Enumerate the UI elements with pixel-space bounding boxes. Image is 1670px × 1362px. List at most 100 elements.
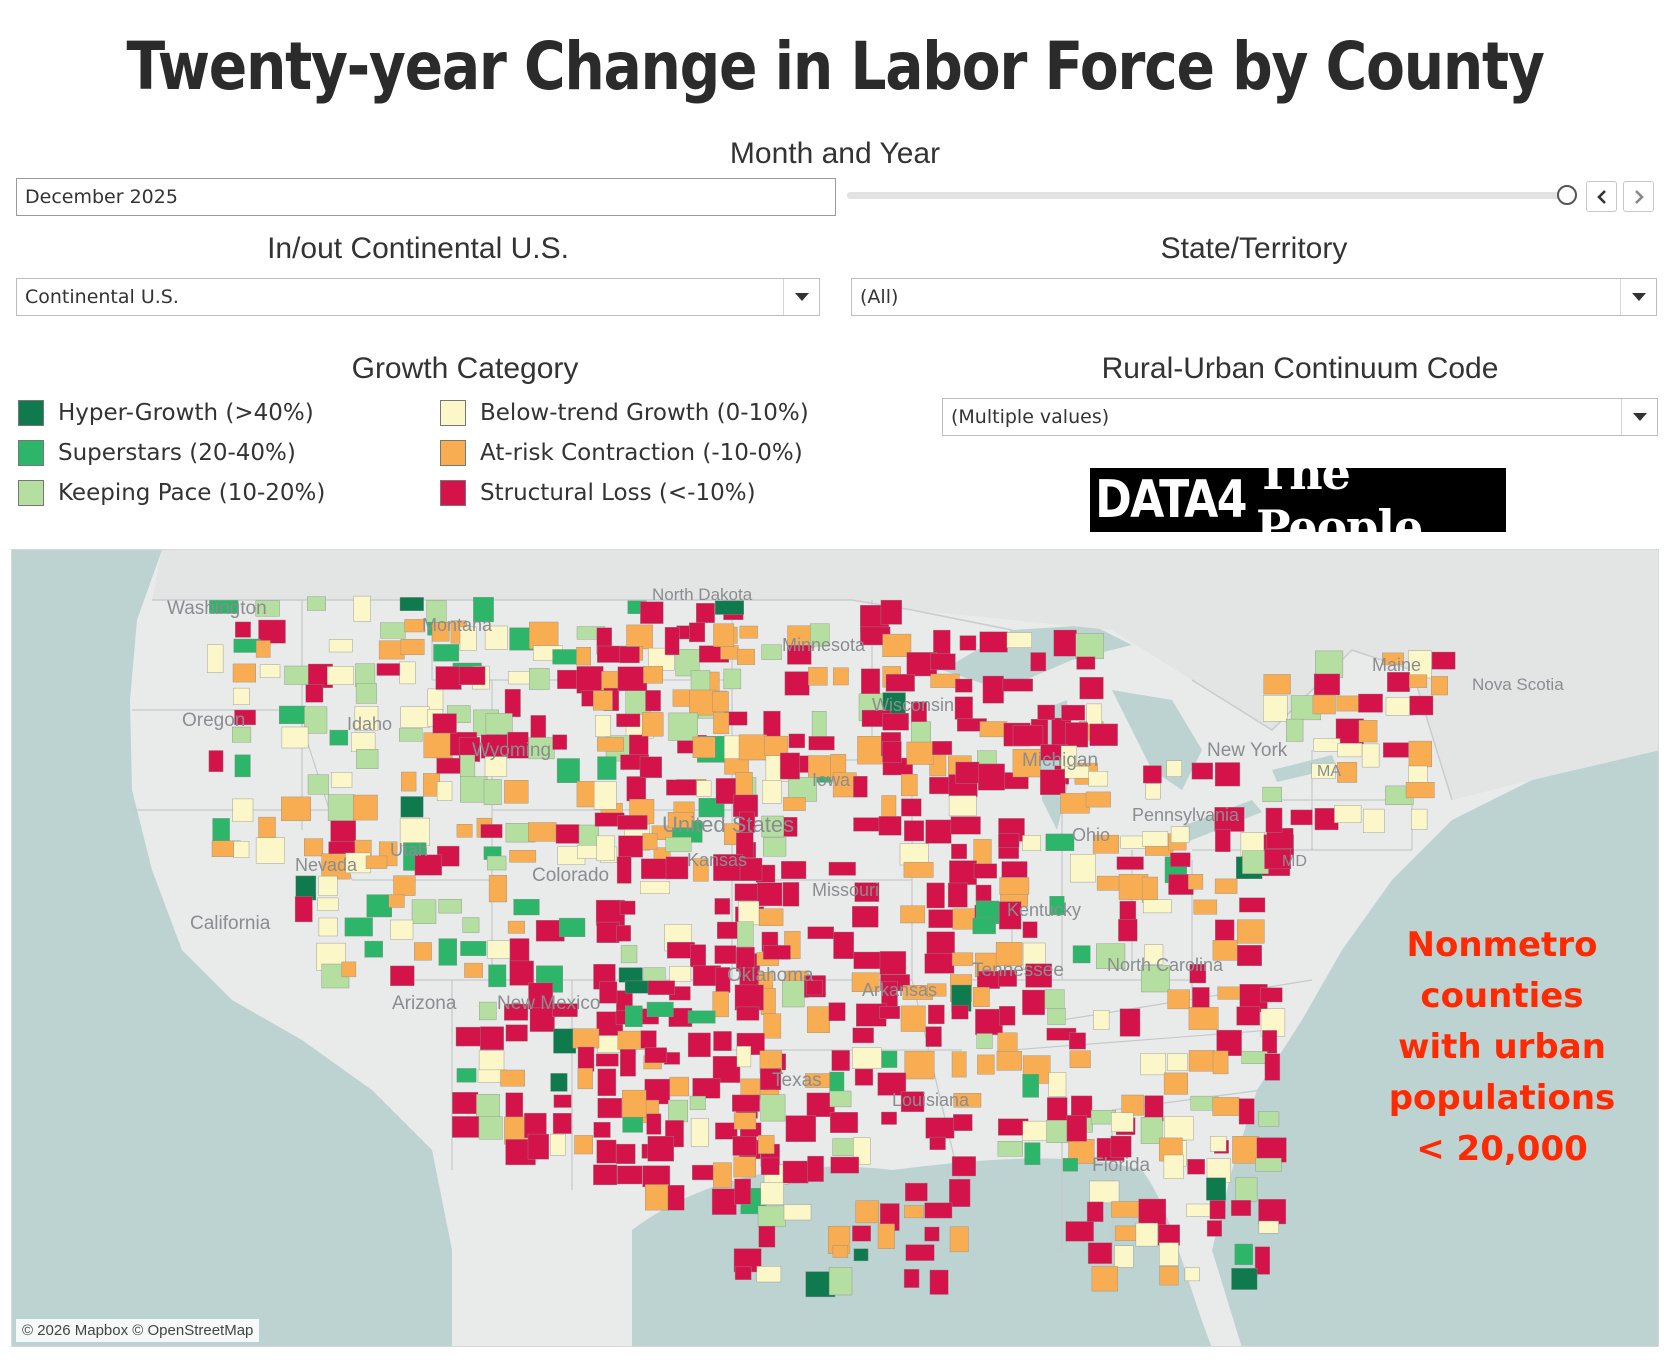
county-shape[interactable] [977,1054,995,1075]
county-shape[interactable] [647,980,675,995]
county-shape[interactable] [763,945,791,960]
month-year-slider-handle[interactable] [1557,185,1577,205]
county-shape[interactable] [318,875,338,896]
map-attribution[interactable]: © 2026 Mapbox © OpenStreetMap [16,1319,260,1342]
county-shape[interactable] [552,1003,578,1017]
county-shape[interactable] [696,780,712,797]
county-shape[interactable] [529,1007,555,1032]
county-shape[interactable] [1116,856,1144,870]
county-shape[interactable] [900,905,925,924]
county-shape[interactable] [780,752,800,780]
county-shape[interactable] [999,1006,1016,1026]
county-shape[interactable] [901,798,922,817]
county-shape[interactable] [1037,704,1055,721]
county-shape[interactable] [1065,1221,1094,1242]
county-shape[interactable] [1048,1072,1067,1097]
county-shape[interactable] [399,597,424,612]
county-shape[interactable] [713,623,735,647]
county-shape[interactable] [782,1160,809,1184]
county-shape[interactable] [433,644,460,662]
county-shape[interactable] [1254,1246,1270,1275]
county-shape[interactable] [1191,762,1214,780]
county-shape[interactable] [595,1053,619,1067]
county-shape[interactable] [1092,834,1119,854]
continental-dropdown[interactable]: Continental U.S. [16,278,820,316]
county-shape[interactable] [807,1006,830,1033]
county-shape[interactable] [861,668,880,697]
county-shape[interactable] [232,663,256,683]
county-shape[interactable] [1234,1243,1253,1265]
county-shape[interactable] [642,1165,671,1188]
county-shape[interactable] [1209,1136,1227,1152]
county-shape[interactable] [808,736,835,751]
chevron-down-icon[interactable] [1620,279,1656,315]
county-shape[interactable] [899,843,929,866]
county-shape[interactable] [1382,742,1409,758]
county-shape[interactable] [576,666,604,694]
county-shape[interactable] [781,861,807,879]
county-shape[interactable] [738,901,760,926]
county-shape[interactable] [784,671,810,696]
county-shape[interactable] [665,856,689,880]
county-shape[interactable] [364,940,384,958]
county-shape[interactable] [456,1068,477,1083]
county-shape[interactable] [1143,765,1162,784]
county-shape[interactable] [782,882,800,907]
county-shape[interactable] [713,1162,732,1188]
county-map[interactable]: Washington Oregon California Nevada Arizona N… [11,549,1659,1347]
county-shape[interactable] [1118,919,1138,942]
county-shape[interactable] [400,706,430,728]
county-shape[interactable] [353,595,371,622]
county-shape[interactable] [1145,783,1161,800]
county-shape[interactable] [388,894,405,908]
county-shape[interactable] [305,684,324,703]
county-shape[interactable] [505,1092,524,1118]
county-shape[interactable] [351,732,376,752]
county-shape[interactable] [830,1112,859,1134]
county-shape[interactable] [619,900,636,915]
county-shape[interactable] [1089,723,1118,746]
county-shape[interactable] [1236,945,1262,967]
county-shape[interactable] [255,600,280,617]
county-shape[interactable] [951,952,974,966]
county-shape[interactable] [1209,1200,1226,1220]
county-shape[interactable] [1264,1053,1281,1081]
county-shape[interactable] [593,1164,618,1186]
county-shape[interactable] [452,1092,479,1114]
county-shape[interactable] [1049,896,1065,916]
county-shape[interactable] [932,741,953,755]
county-shape[interactable] [1312,694,1336,715]
county-shape[interactable] [1091,1266,1119,1292]
county-shape[interactable] [209,600,239,614]
county-shape[interactable] [527,1133,549,1160]
county-shape[interactable] [669,966,692,982]
county-shape[interactable] [1186,1203,1212,1217]
county-shape[interactable] [620,945,638,964]
legend-item-superstars[interactable]: Superstars (20-40%) [18,440,296,466]
county-shape[interactable] [955,678,973,693]
county-shape[interactable] [304,838,324,857]
county-shape[interactable] [712,991,729,1018]
county-shape[interactable] [1259,987,1283,1003]
county-shape[interactable] [975,884,992,902]
county-shape[interactable] [624,980,652,994]
county-shape[interactable] [553,1094,572,1108]
county-shape[interactable] [1025,963,1052,988]
county-shape[interactable] [1264,848,1291,870]
county-shape[interactable] [949,860,977,885]
county-shape[interactable] [885,674,915,692]
county-shape[interactable] [1022,921,1038,939]
county-shape[interactable] [904,1051,935,1080]
county-shape[interactable] [1184,1267,1200,1282]
map-canvas[interactable] [12,550,1659,1347]
county-shape[interactable] [401,771,417,792]
county-shape[interactable] [1358,693,1383,713]
county-shape[interactable] [1232,1136,1260,1164]
county-shape[interactable] [431,622,450,642]
county-shape[interactable] [900,1091,925,1112]
county-shape[interactable] [356,748,379,769]
county-shape[interactable] [879,1006,900,1020]
rucc-dropdown[interactable]: (Multiple values) [942,398,1658,436]
county-shape[interactable] [1140,1053,1166,1076]
county-shape[interactable] [669,1076,690,1097]
